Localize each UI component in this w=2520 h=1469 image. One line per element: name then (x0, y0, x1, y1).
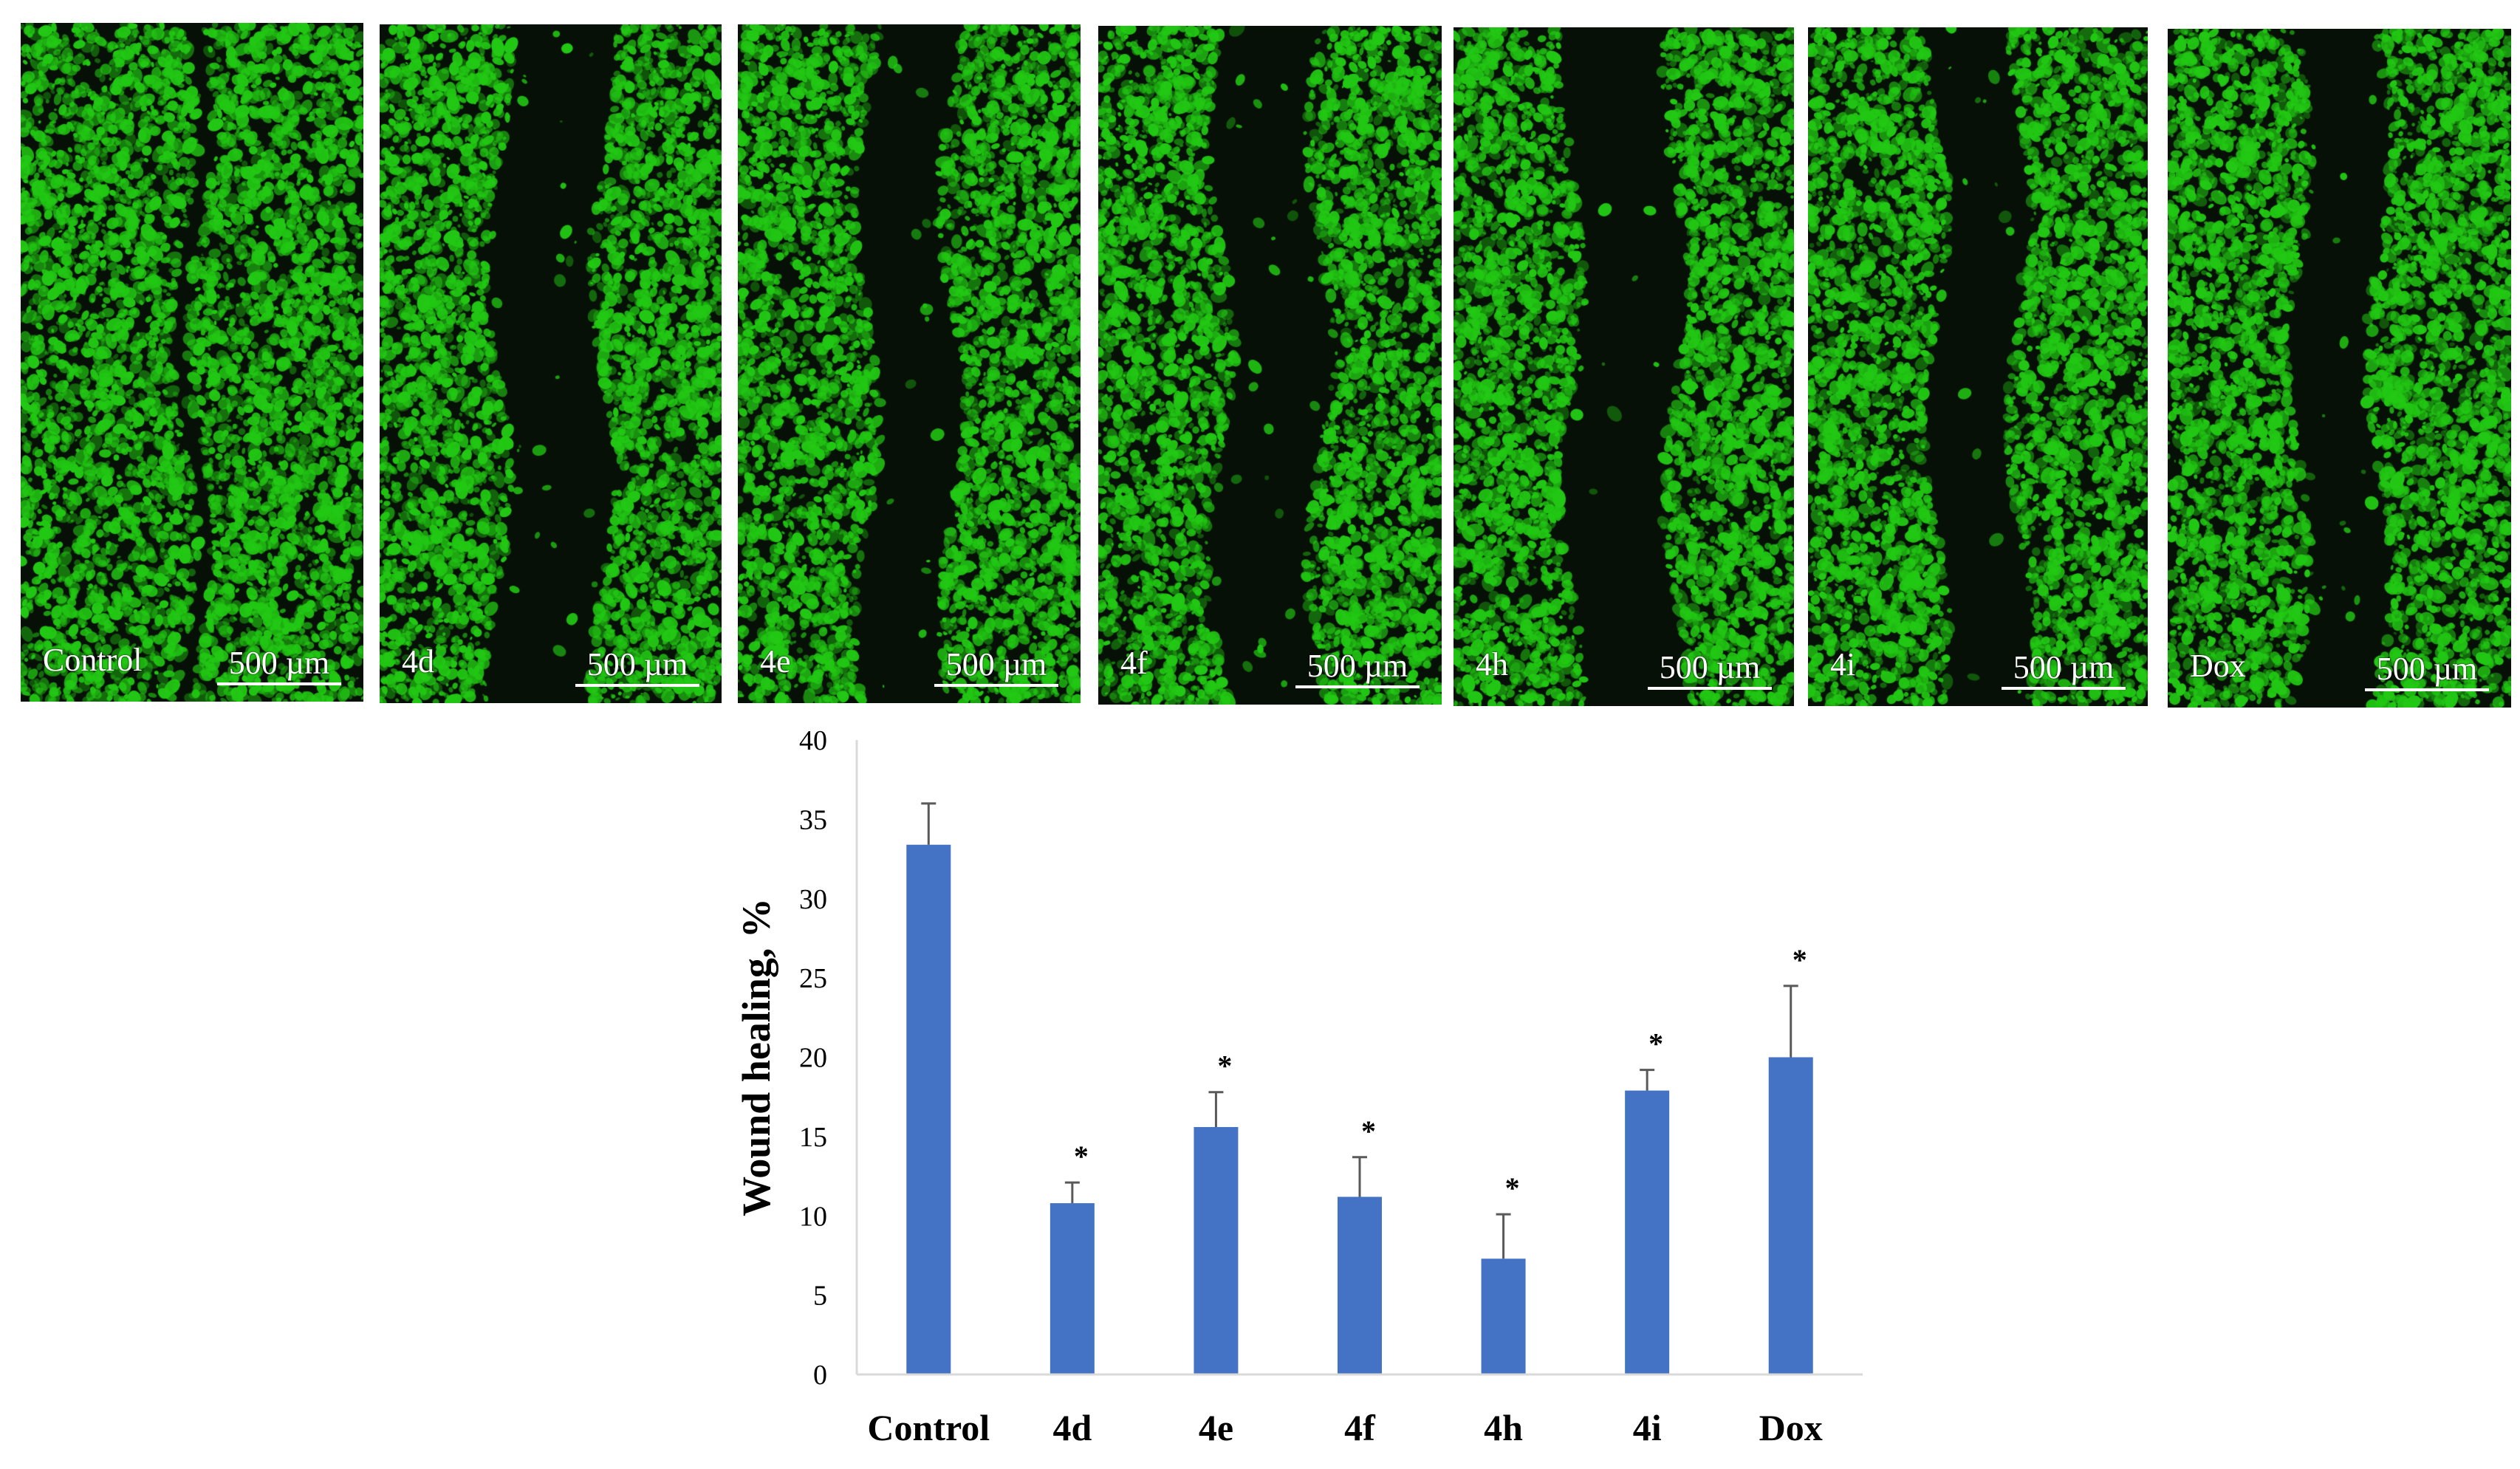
x-tick-label: 4e (1199, 1407, 1233, 1448)
micrograph-panel: Dox 500 µm (2168, 29, 2511, 708)
scale-bar: 500 µm (575, 648, 699, 687)
scale-bar-line (2002, 687, 2126, 690)
micrograph-panel: 4f 500 µm (1098, 26, 1442, 705)
bar (1481, 1259, 1526, 1374)
scale-bar: 500 µm (2002, 651, 2126, 690)
scale-bar-label: 500 µm (1659, 649, 1761, 685)
panel-label: 4e (760, 643, 791, 679)
bar (1050, 1203, 1095, 1374)
significance-mark: * (1648, 1027, 1663, 1061)
significance-mark: * (1361, 1114, 1376, 1148)
y-tick-label: 35 (799, 804, 827, 835)
significance-mark: * (1793, 943, 1807, 976)
y-tick-label: 25 (799, 963, 827, 994)
scale-bar: 500 µm (217, 647, 341, 685)
scale-bar-line (217, 682, 341, 685)
scale-bar: 500 µm (2365, 653, 2489, 691)
y-tick-label: 40 (799, 725, 827, 756)
y-axis-label: Wound healing, % (734, 898, 778, 1216)
scale-bar: 500 µm (1648, 651, 1772, 690)
y-tick-label: 10 (799, 1201, 827, 1232)
x-tick-label: Dox (1759, 1407, 1823, 1448)
scale-bar-label: 500 µm (945, 646, 1047, 682)
y-tick-label: 15 (799, 1122, 827, 1153)
bar (1338, 1196, 1382, 1374)
bars: * * * * * * (906, 802, 1813, 1374)
scale-bar-line (575, 684, 699, 687)
fluorescence-image (738, 24, 1081, 703)
panel-label: Control (43, 642, 143, 678)
bar (906, 844, 951, 1374)
bar (1194, 1126, 1239, 1374)
bar (1768, 1057, 1813, 1374)
x-axis: Control 4d 4e 4f 4h 4i Dox (857, 1373, 1863, 1448)
y-axis: 0 5 10 15 20 25 30 35 40 (799, 725, 858, 1391)
scale-bar-label: 500 µm (2376, 651, 2478, 687)
fluorescence-image (1454, 27, 1794, 706)
significance-mark: * (1217, 1049, 1232, 1083)
fluorescence-image (2168, 29, 2511, 708)
significance-mark: * (1074, 1140, 1089, 1173)
panel-label: 4d (402, 643, 434, 679)
panel-label: 4h (1476, 646, 1508, 682)
x-tick-label: 4h (1484, 1407, 1523, 1448)
scale-bar-line (934, 684, 1058, 687)
scale-bar-line (2365, 688, 2489, 691)
significance-mark: * (1505, 1171, 1520, 1205)
micrograph-panel: Control 500 µm (21, 23, 363, 702)
y-tick-label: 0 (813, 1360, 827, 1391)
scale-bar-label: 500 µm (228, 645, 330, 681)
y-tick-label: 20 (799, 1043, 827, 1074)
panel-label: 4f (1120, 645, 1148, 681)
scale-bar-label: 500 µm (2013, 649, 2115, 685)
panel-label: 4i (1830, 646, 1856, 682)
micrograph-panels: Control 500 µm 4d 500 µm 4e 500 µm 4f 500 µm 4h 5… (0, 0, 2520, 724)
micrograph-panel: 4i 500 µm (1808, 27, 2148, 706)
fluorescence-image (380, 24, 722, 703)
scale-bar: 500 µm (1295, 650, 1420, 688)
scale-bar-line (1295, 685, 1420, 688)
micrograph-panel: 4e 500 µm (738, 24, 1081, 703)
y-tick-label: 5 (813, 1281, 827, 1312)
scale-bar-line (1648, 687, 1772, 690)
x-tick-label: Control (867, 1407, 990, 1448)
fluorescence-image (1808, 27, 2148, 706)
micrograph-panel: 4d 500 µm (380, 24, 722, 703)
scale-bar-label: 500 µm (586, 646, 688, 682)
scale-bar: 500 µm (934, 648, 1058, 687)
scale-bar-label: 500 µm (1307, 648, 1408, 684)
bar (1625, 1090, 1670, 1374)
x-tick-label: 4i (1633, 1407, 1662, 1448)
panel-label: Dox (2190, 648, 2246, 684)
x-tick-label: 4f (1344, 1407, 1376, 1448)
micrograph-panel: 4h 500 µm (1454, 27, 1794, 706)
y-tick-label: 30 (799, 884, 827, 915)
x-tick-label: 4d (1052, 1407, 1092, 1448)
fluorescence-image (21, 23, 363, 702)
fluorescence-image (1098, 26, 1442, 705)
